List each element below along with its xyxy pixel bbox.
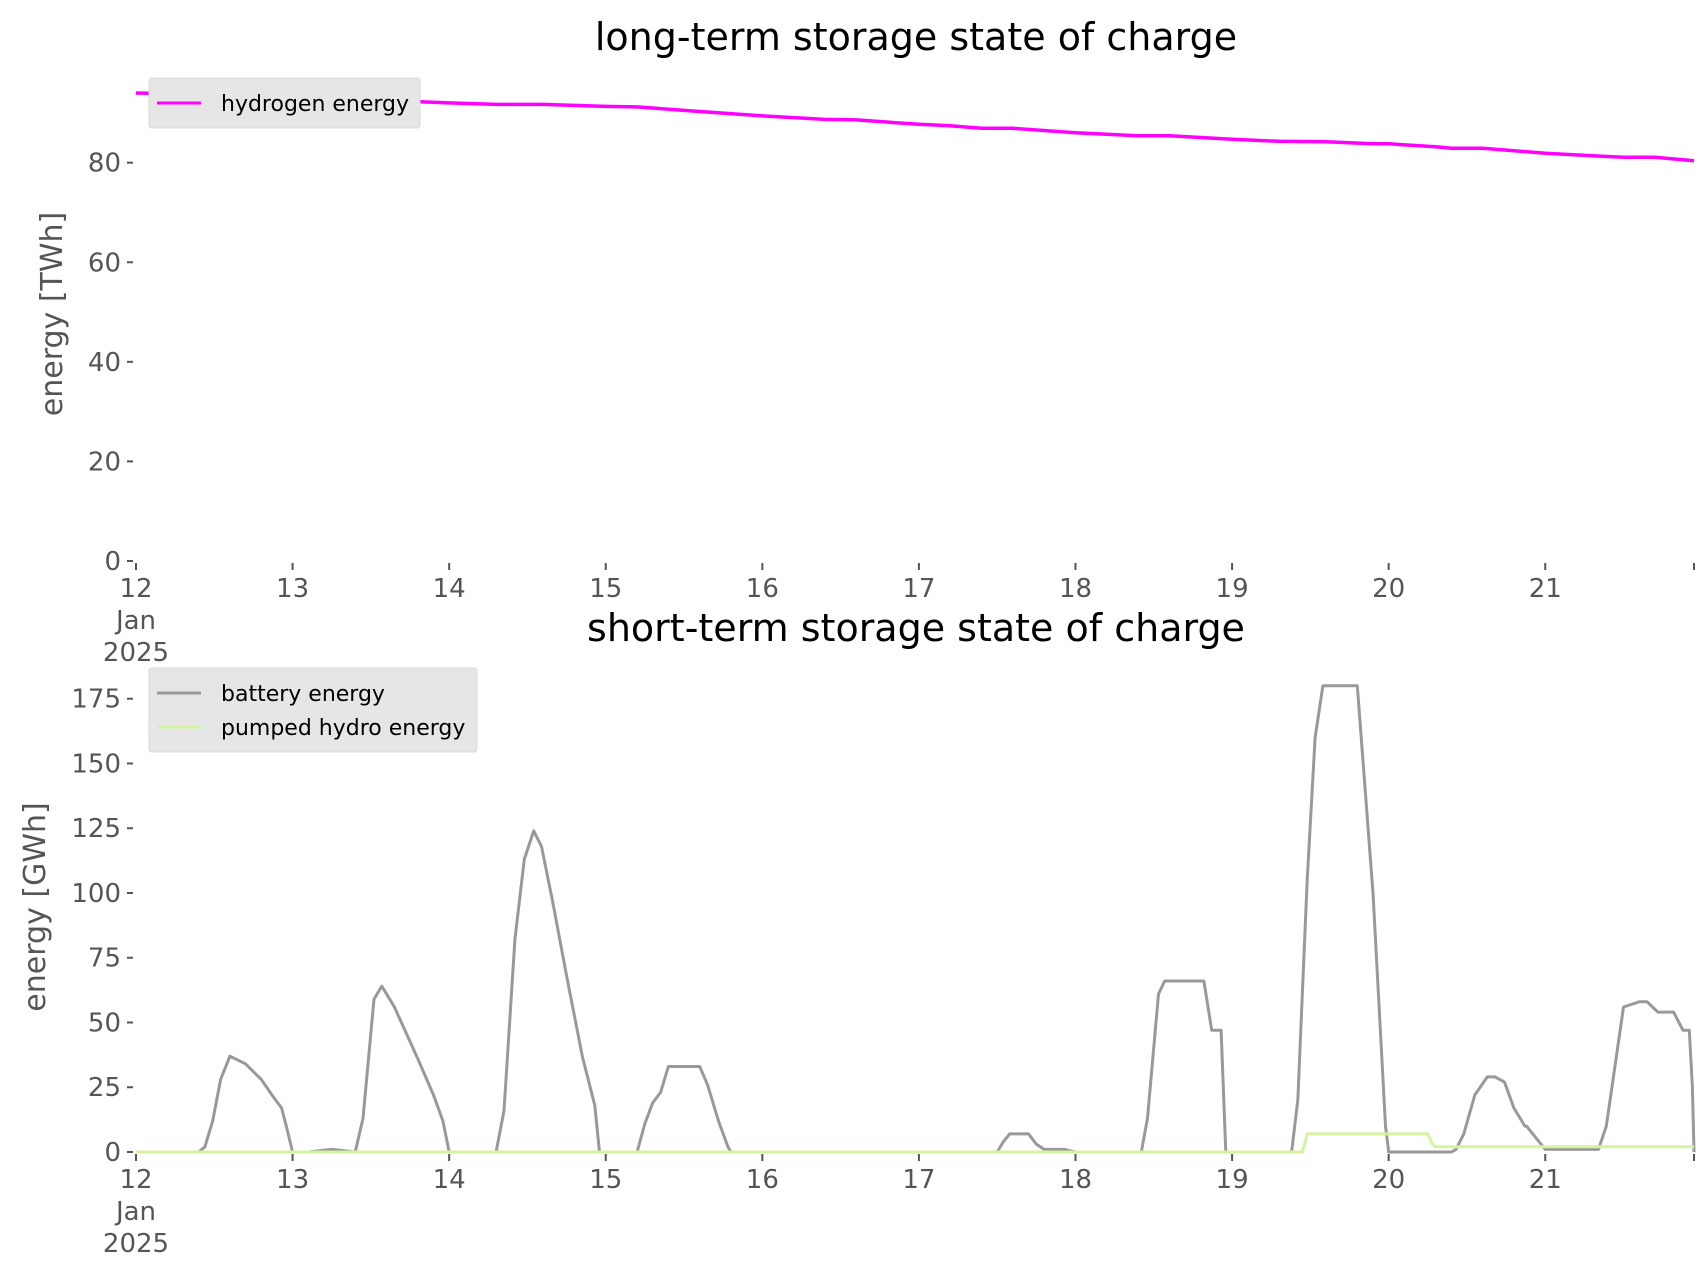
y-tick-label: 0 — [104, 1138, 121, 1168]
y-tick-label: 60 — [88, 248, 121, 278]
x-tick-label: 20 — [1372, 574, 1405, 604]
y-tick-label: 25 — [88, 1073, 121, 1103]
x-tick-label: 15 — [589, 574, 622, 604]
x-tick-label: Jan — [114, 1197, 156, 1227]
y-tick-label: 20 — [88, 447, 121, 477]
y-axis-label: energy [GWh] — [18, 802, 53, 1011]
legend-label: pumped hydro energy — [221, 716, 465, 741]
legend-box — [148, 667, 478, 753]
x-tick-label: 19 — [1216, 574, 1249, 604]
chart-title: short-term storage state of charge — [587, 606, 1245, 650]
x-tick-label: 20 — [1372, 1165, 1405, 1195]
y-tick-label: 0 — [104, 547, 121, 577]
short-term-chart: short-term storage state of charge energ… — [18, 606, 1696, 1259]
y-tick-label: 50 — [88, 1008, 121, 1038]
x-tick-label: 18 — [1059, 574, 1092, 604]
x-tick-label: 2025 — [103, 638, 169, 668]
x-tick-label: 13 — [276, 1165, 309, 1195]
x-tick-label: 15 — [589, 1165, 622, 1195]
x-tick-label: 16 — [746, 574, 779, 604]
y-tick-label: 125 — [71, 814, 121, 844]
y-tick-label: 100 — [71, 879, 121, 909]
x-tick-label: 13 — [276, 574, 309, 604]
x-tick-label: 18 — [1059, 1165, 1092, 1195]
x-tick-label: 21 — [1529, 1165, 1562, 1195]
x-tick-label: 14 — [433, 1165, 466, 1195]
y-tick-label: 150 — [71, 749, 121, 779]
y-axis-label: energy [TWh] — [35, 212, 70, 416]
legend: hydrogen energy — [148, 77, 421, 129]
x-tick-label: 17 — [902, 574, 935, 604]
series-line-battery-energy — [136, 684, 1696, 1154]
x-tick-label: Jan — [114, 606, 156, 636]
legend-box — [148, 77, 421, 129]
chart-title: long-term storage state of charge — [595, 15, 1237, 59]
x-tick-label: 14 — [433, 574, 466, 604]
y-tick-label: 80 — [88, 149, 121, 179]
x-tick-label: 19 — [1216, 1165, 1249, 1195]
x-tick-label: 12 — [119, 1165, 152, 1195]
x-tick-label: 21 — [1529, 574, 1562, 604]
long-term-chart: long-term storage state of charge energy… — [35, 15, 1695, 668]
series-line-pumped-hydro-energy — [136, 1132, 1694, 1154]
legend-label: battery energy — [221, 682, 385, 707]
y-tick-label: 175 — [71, 685, 121, 715]
x-tick-label: 2025 — [103, 1229, 169, 1259]
y-tick-label: 40 — [88, 348, 121, 378]
series-layer — [135, 91, 1695, 163]
legend: battery energy pumped hydro energy — [148, 667, 478, 753]
x-tick-label: 12 — [119, 574, 152, 604]
x-tick-label: 16 — [746, 1165, 779, 1195]
series-layer — [136, 684, 1696, 1154]
y-tick-label: 75 — [88, 944, 121, 974]
series-line-hydrogen-energy — [135, 91, 1695, 163]
x-tick-label: 17 — [902, 1165, 935, 1195]
legend-label: hydrogen energy — [221, 92, 409, 117]
